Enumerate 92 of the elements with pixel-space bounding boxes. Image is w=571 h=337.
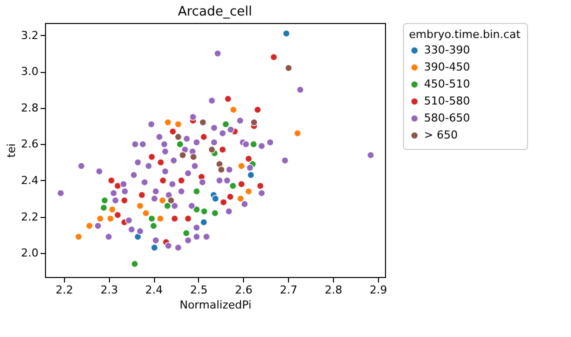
- x-tick-label: 2.9: [370, 284, 388, 296]
- point: [284, 64, 292, 72]
- point: [157, 158, 164, 166]
- y-tick-label: 2.2: [21, 210, 38, 224]
- point: [150, 222, 158, 230]
- point: [108, 206, 116, 214]
- point: [114, 211, 122, 219]
- point: [178, 176, 186, 184]
- point: [192, 206, 200, 214]
- x-tick-label: 2.3: [100, 284, 118, 296]
- point: [148, 153, 156, 161]
- point: [174, 120, 182, 128]
- point: [244, 155, 252, 162]
- point: [208, 146, 216, 154]
- point: [106, 214, 114, 222]
- point: [200, 133, 208, 141]
- point: [148, 214, 156, 222]
- legend-label: > 650: [424, 128, 458, 142]
- point: [250, 140, 258, 148]
- point: [250, 118, 258, 126]
- point: [256, 182, 264, 190]
- point: [179, 151, 186, 159]
- point: [224, 95, 232, 103]
- point: [114, 182, 122, 190]
- point: [100, 196, 108, 204]
- point: [244, 188, 252, 196]
- legend-label: 510-580: [424, 94, 470, 108]
- point: [200, 208, 208, 216]
- point: [96, 214, 104, 222]
- x-tick-label: 2.7: [280, 284, 298, 296]
- x-tick-label: 2.2: [56, 284, 74, 296]
- point: [218, 166, 225, 174]
- y-tick-label: 3.2: [21, 28, 38, 42]
- point: [100, 204, 108, 212]
- x-tick-label: 2.4: [145, 284, 163, 296]
- point: [190, 153, 198, 161]
- x-tick-label: 2.6: [235, 284, 253, 296]
- point: [282, 30, 290, 38]
- point: [222, 120, 230, 128]
- point: [238, 180, 246, 188]
- point: [174, 133, 182, 141]
- point: [169, 128, 177, 136]
- point: [74, 233, 82, 240]
- chart-title: Arcade_cell: [178, 4, 252, 20]
- y-tick-label: 2.6: [21, 138, 38, 151]
- legend-label: 580-650: [424, 112, 470, 124]
- point: [182, 229, 190, 237]
- point: [212, 194, 220, 202]
- point: [164, 118, 172, 126]
- point: [131, 260, 138, 268]
- point: [164, 202, 172, 210]
- point: [136, 202, 144, 210]
- point: [238, 162, 246, 170]
- point: [150, 244, 158, 252]
- point: [184, 214, 192, 222]
- point: [220, 198, 228, 206]
- legend-label: 450-510: [424, 78, 470, 90]
- point: [247, 171, 255, 179]
- legend-label: 390-450: [424, 60, 470, 74]
- point: [120, 196, 128, 204]
- x-tick-label: 2.5: [190, 284, 208, 296]
- point: [294, 130, 302, 138]
- point: [230, 106, 238, 114]
- point: [192, 188, 200, 196]
- point: [142, 209, 150, 217]
- point: [159, 176, 167, 184]
- point: [211, 209, 219, 217]
- point: [226, 193, 234, 201]
- point: [254, 106, 262, 114]
- point: [167, 196, 175, 204]
- y-tick-label: 2.0: [21, 246, 38, 260]
- x-tick-label: 2.8: [324, 284, 342, 296]
- y-tick-label: 3.0: [21, 65, 38, 78]
- point: [158, 196, 166, 204]
- y-axis-title: tei: [5, 143, 18, 158]
- point: [218, 146, 226, 154]
- point: [156, 214, 164, 222]
- legend-label: 330-390: [424, 44, 470, 56]
- point: [138, 191, 146, 199]
- point: [200, 218, 208, 226]
- point: [236, 194, 244, 202]
- x-axis-title: NormalizedPi: [180, 298, 252, 312]
- legend-title: embryo.time.bin.cat: [409, 28, 522, 41]
- point: [229, 182, 237, 190]
- point: [108, 176, 116, 184]
- point: [270, 53, 278, 61]
- y-tick-label: 2.4: [21, 174, 38, 187]
- point: [176, 140, 184, 148]
- y-tick-label: 2.8: [21, 101, 38, 114]
- point: [199, 118, 207, 126]
- point: [86, 222, 94, 230]
- point: [170, 214, 178, 222]
